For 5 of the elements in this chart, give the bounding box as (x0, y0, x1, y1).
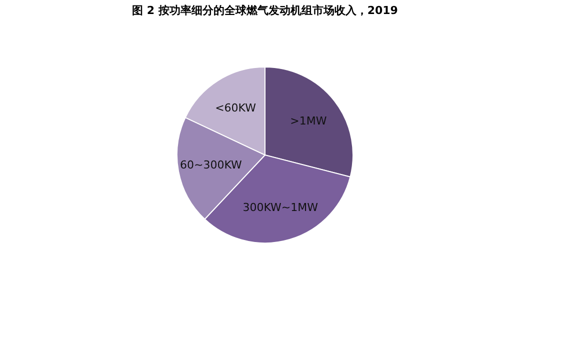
slice-label: >1MW (290, 114, 327, 128)
slice-label: <60KW (215, 102, 256, 115)
slice-label: 300KW~1MW (242, 200, 318, 214)
chart-title: 图 2 按功率细分的全球燃气发动机组市场收入，2019 (132, 4, 398, 17)
slice-label: 60~300KW (180, 158, 242, 172)
